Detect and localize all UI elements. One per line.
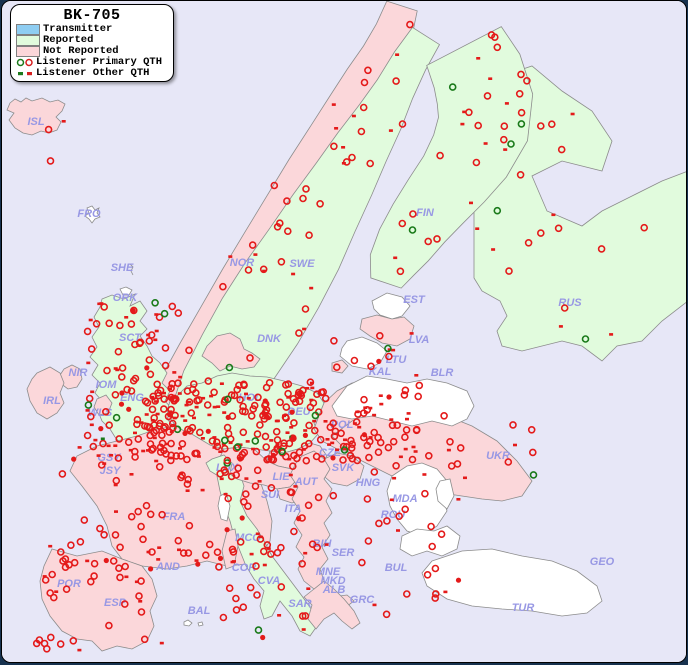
svg-text:MKD: MKD bbox=[320, 575, 345, 587]
svg-text:NIR: NIR bbox=[69, 367, 88, 379]
svg-text:FRA: FRA bbox=[163, 511, 186, 523]
svg-text:CVA: CVA bbox=[258, 575, 280, 587]
svg-text:ISL: ISL bbox=[27, 116, 44, 128]
svg-text:DNK: DNK bbox=[257, 333, 282, 345]
svg-text:IOM: IOM bbox=[96, 379, 118, 391]
svg-text:AND: AND bbox=[155, 561, 180, 573]
svg-text:GRC: GRC bbox=[350, 594, 376, 606]
svg-text:SAR: SAR bbox=[288, 598, 311, 610]
svg-text:SER: SER bbox=[332, 547, 355, 559]
svg-text:BLR: BLR bbox=[431, 367, 454, 379]
svg-text:TUR: TUR bbox=[512, 602, 535, 614]
svg-text:IRL: IRL bbox=[43, 395, 61, 407]
svg-text:BUL: BUL bbox=[385, 562, 408, 574]
svg-text:SHE: SHE bbox=[111, 262, 134, 274]
svg-text:SCT: SCT bbox=[119, 332, 142, 344]
svg-text:COR: COR bbox=[232, 562, 257, 574]
svg-text:LIE: LIE bbox=[272, 471, 290, 483]
svg-text:BAL: BAL bbox=[188, 605, 211, 617]
svg-text:SWE: SWE bbox=[289, 258, 315, 270]
svg-text:FRO: FRO bbox=[77, 208, 101, 220]
svg-text:AUT: AUT bbox=[294, 476, 319, 488]
svg-text:MDA: MDA bbox=[392, 493, 417, 505]
svg-text:GEO: GEO bbox=[590, 556, 615, 568]
svg-text:ORK: ORK bbox=[113, 292, 139, 304]
svg-text:KAL: KAL bbox=[369, 366, 392, 378]
svg-text:FIN: FIN bbox=[416, 207, 435, 219]
svg-text:ITA: ITA bbox=[285, 503, 302, 515]
svg-text:HNG: HNG bbox=[356, 477, 381, 489]
svg-text:SVK: SVK bbox=[332, 462, 356, 474]
svg-text:LVA: LVA bbox=[409, 334, 430, 346]
svg-text:EST: EST bbox=[403, 294, 426, 306]
